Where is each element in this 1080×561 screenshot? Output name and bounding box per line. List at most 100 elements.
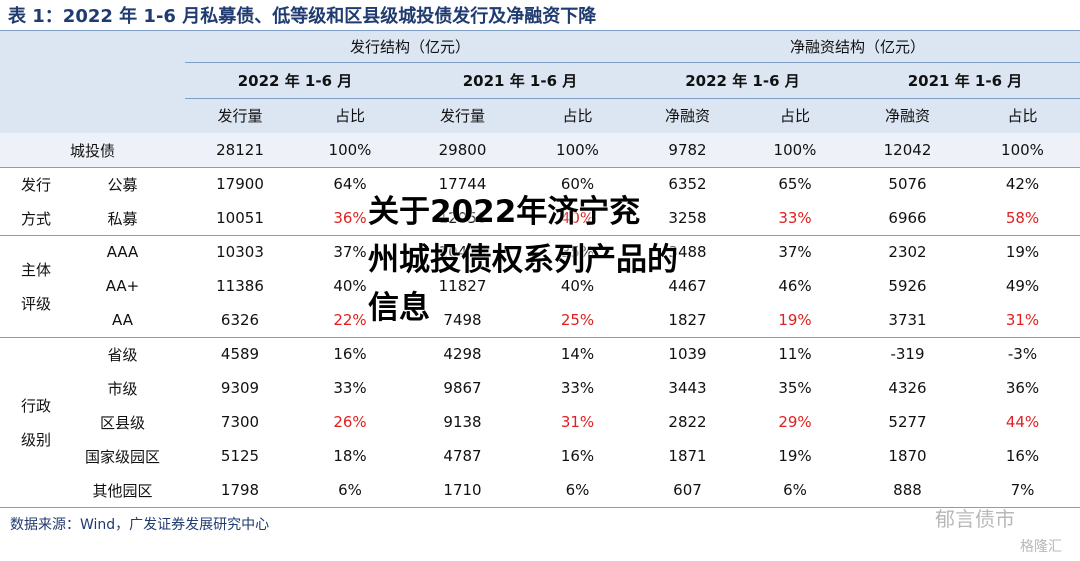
cell: 29800 [438,141,487,159]
cell: 6% [783,481,807,499]
cell: 33% [778,209,812,227]
cell: 9867 [443,379,482,397]
cell: 1827 [668,311,707,329]
row-label: 公募 [107,175,138,194]
cell: -3% [1007,345,1038,363]
cell: 58% [1005,209,1040,227]
cell: 3731 [888,311,927,329]
row-label: AA+ [105,277,140,295]
header-metric: 占比 [334,107,365,125]
cell: 33% [333,379,367,397]
rule [0,30,1080,31]
cell: 888 [893,481,922,499]
cell: 14% [560,345,595,363]
cell: 6326 [220,311,260,329]
cell: 6% [338,481,362,499]
cell: 11827 [438,277,487,295]
cell: 26% [333,413,367,431]
cell: 100% [328,141,372,159]
section-label: 发行 [20,175,51,194]
cell: 10303 [216,243,264,261]
cell: 100% [1001,141,1044,159]
cell: 40% [560,209,595,227]
cell: 18% [333,447,367,465]
row-label: 市级 [107,379,138,398]
cell: 35% [778,379,812,397]
cell: 40% [333,277,367,295]
cell: 3258 [668,209,707,227]
cell: 44% [1005,413,1040,431]
source-note: 数据来源：Wind，广发证券发展研究中心 [10,517,270,533]
rule [0,235,1080,236]
rule [0,167,1080,168]
header-metric: 占比 [779,107,810,125]
cell: 7300 [220,413,260,431]
cell: 31% [1005,311,1040,329]
header-background [0,30,1080,133]
total-background [0,133,1080,167]
overlay-text: 信息 [368,290,430,326]
section-label: 主体 [20,260,51,279]
cell: 1870 [888,447,927,465]
header-metric: 净融资 [664,107,710,125]
cell: 7498 [443,311,482,329]
cell: 16% [333,345,367,363]
cell: 4787 [443,447,482,465]
header-period: 2022 年 1-6 月 [237,71,353,90]
cell: 36% [333,209,367,227]
table-title: 表 1：2022 年 1-6 月私募债、低等级和区县级城投债发行及净融资下降 [8,6,597,27]
overlay-text: 州城投债权系列产品的 [368,242,678,278]
cell: 10475 [438,243,487,261]
cell: 607 [673,481,702,499]
cell: 46% [778,277,812,295]
rule [0,507,1080,508]
row-label: 城投债 [69,141,115,160]
cell: 16% [560,447,595,465]
row-label: 区县级 [99,413,145,432]
cell: 2302 [888,243,927,261]
cell: 3488 [668,243,707,261]
header-metric: 占比 [1007,107,1038,125]
rule [185,98,1080,99]
cell: 22% [333,311,367,329]
cell: 5125 [220,447,260,465]
row-label: 其他园区 [92,481,153,500]
row-label: 私募 [107,209,138,228]
section-label: 行政 [20,396,51,415]
section-label: 级别 [20,430,51,449]
cell: 9138 [443,413,482,431]
cell: 6352 [668,175,707,193]
watermark: 格隆汇 [1020,539,1062,555]
header-period: 2021 年 1-6 月 [462,71,578,90]
cell: 6966 [888,209,927,227]
cell: 9782 [668,141,707,159]
cell: 12056 [438,209,487,227]
cell: 7% [1010,481,1035,499]
header-metric: 净融资 [884,107,930,125]
cell: 100% [556,141,599,159]
cell: 5277 [888,413,927,431]
cell: 29% [778,413,812,431]
cell: 25% [560,311,595,329]
cell: 36% [1005,379,1040,397]
cell: 28121 [216,141,264,159]
header-period: 2022 年 1-6 月 [685,71,800,90]
cell: 40% [560,277,595,295]
cell: 11386 [216,277,264,295]
cell: -319 [890,345,925,363]
cell: 35% [560,243,595,261]
cell: 5076 [888,175,927,193]
cell: 37% [778,243,812,261]
row-label: AA [112,311,133,329]
rule [0,337,1080,338]
cell: 3443 [668,379,707,397]
cell: 1871 [668,447,707,465]
cell: 49% [1005,277,1040,295]
cell: 4589 [220,345,260,363]
cell: 12042 [883,141,932,159]
cell: 11% [778,345,812,363]
cell: 64% [333,175,367,193]
cell: 42% [1005,175,1040,193]
cell: 1798 [220,481,260,499]
header-metric: 发行量 [217,107,263,125]
